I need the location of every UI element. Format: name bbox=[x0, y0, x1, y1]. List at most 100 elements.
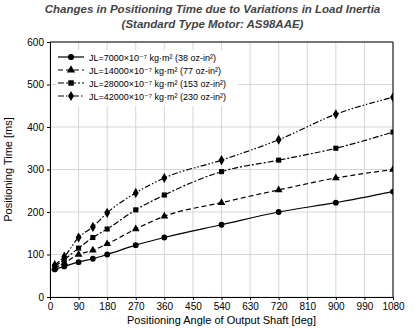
tick: 270 bbox=[128, 297, 145, 312]
tick: 990 bbox=[357, 297, 374, 312]
legend-background bbox=[56, 50, 238, 106]
marker bbox=[90, 256, 96, 262]
subtitle: (Standard Type Motor: AS98AAE) bbox=[122, 18, 304, 30]
tick: 500 bbox=[27, 79, 50, 90]
x-axis: 0 90 180 270 360 450 540 630 720 810 900 990 1080 bbox=[48, 297, 405, 312]
marker bbox=[219, 222, 225, 228]
series-line bbox=[55, 192, 393, 270]
marker bbox=[333, 109, 339, 119]
tick-mark bbox=[164, 297, 165, 300]
tick: 180 bbox=[99, 297, 116, 312]
marker bbox=[390, 130, 393, 135]
marker bbox=[276, 158, 281, 163]
marker bbox=[133, 207, 138, 212]
tick: 100 bbox=[27, 249, 50, 260]
tick-mark bbox=[393, 297, 394, 300]
tick-label: 360 bbox=[156, 301, 173, 312]
tick: 300 bbox=[27, 164, 50, 175]
tick-mark bbox=[47, 42, 50, 43]
marker bbox=[275, 185, 283, 192]
legend: JL=7000×10⁻⁷ kg·m² (38 oz-in²) JL=14000×1… bbox=[56, 50, 238, 106]
y-axis-title: Positioning Time [ms] bbox=[2, 117, 14, 222]
grid-line-x bbox=[278, 42, 279, 297]
tick: 600 bbox=[27, 37, 50, 48]
tick: 90 bbox=[74, 297, 86, 312]
y-axis: 0100200300400500600 bbox=[27, 37, 50, 303]
tick-label: 200 bbox=[27, 207, 44, 218]
tick-label: 900 bbox=[328, 301, 345, 312]
axis-line bbox=[47, 43, 51, 298]
tick-mark bbox=[222, 297, 223, 300]
grid-line-x bbox=[250, 42, 251, 297]
marker bbox=[161, 173, 167, 183]
data-layer bbox=[51, 92, 393, 272]
legend-marker bbox=[68, 80, 73, 85]
tick-mark bbox=[47, 85, 50, 86]
tick: 450 bbox=[185, 297, 202, 312]
marker bbox=[162, 192, 167, 197]
tick-label: 90 bbox=[74, 301, 86, 312]
legend-marker bbox=[67, 65, 75, 72]
marker bbox=[332, 174, 340, 181]
tick-mark bbox=[364, 297, 365, 300]
marker bbox=[218, 198, 226, 205]
marker bbox=[276, 135, 282, 145]
tick-mark bbox=[79, 297, 80, 300]
marker bbox=[104, 252, 110, 258]
grid bbox=[50, 42, 393, 297]
marker bbox=[219, 169, 224, 174]
legend-label: JL=14000×10⁻⁷ kg·m² (77 oz-in²) bbox=[89, 66, 221, 76]
tick-label: 0 bbox=[48, 301, 54, 312]
tick: 0 bbox=[48, 297, 54, 312]
tick-mark bbox=[250, 297, 251, 300]
series-line bbox=[55, 97, 393, 265]
tick-mark bbox=[307, 297, 308, 300]
legend-item: JL=42000×10⁻⁷ kg·m² (230 oz-in²) bbox=[58, 91, 226, 102]
tick-label: 720 bbox=[271, 301, 288, 312]
tick-label: 1080 bbox=[382, 301, 405, 312]
legend-marker bbox=[68, 54, 74, 60]
tick-label: 810 bbox=[299, 301, 316, 312]
tick-label: 270 bbox=[128, 301, 145, 312]
marker bbox=[90, 222, 96, 232]
tick-mark bbox=[47, 212, 50, 213]
marker bbox=[333, 200, 339, 206]
marker bbox=[161, 235, 167, 241]
title: Changes in Positioning Time due to Varia… bbox=[45, 3, 381, 15]
marker bbox=[76, 232, 82, 242]
tick-mark bbox=[47, 297, 50, 298]
tick-label: 300 bbox=[27, 164, 44, 175]
marker bbox=[105, 226, 110, 231]
tick: 200 bbox=[27, 207, 50, 218]
marker bbox=[104, 208, 110, 218]
tick-label: 450 bbox=[185, 301, 202, 312]
marker bbox=[103, 239, 111, 246]
tick-label: 630 bbox=[242, 301, 259, 312]
tick: 630 bbox=[242, 297, 259, 312]
tick-mark bbox=[193, 297, 194, 300]
marker bbox=[133, 188, 139, 198]
legend-label: JL=7000×10⁻⁷ kg·m² (38 oz-in²) bbox=[89, 53, 216, 63]
tick-mark bbox=[107, 297, 108, 300]
tick: 900 bbox=[328, 297, 345, 312]
tick: 0 bbox=[38, 292, 50, 303]
series-line bbox=[55, 132, 393, 266]
legend-item: JL=7000×10⁻⁷ kg·m² (38 oz-in²) bbox=[58, 53, 216, 63]
tick-mark bbox=[47, 170, 50, 171]
frame bbox=[50, 42, 393, 43]
tick-label: 180 bbox=[99, 301, 116, 312]
tick-label: 0 bbox=[38, 292, 44, 303]
tick-label: 500 bbox=[27, 79, 44, 90]
tick: 540 bbox=[214, 297, 231, 312]
tick-mark bbox=[47, 255, 50, 256]
tick-label: 100 bbox=[27, 249, 44, 260]
tick-mark bbox=[279, 297, 280, 300]
marker bbox=[390, 92, 393, 102]
grid-line-x bbox=[335, 42, 336, 297]
marker bbox=[76, 246, 81, 251]
tick: 1080 bbox=[382, 297, 405, 312]
legend-item: JL=14000×10⁻⁷ kg·m² (77 oz-in²) bbox=[58, 65, 221, 75]
x-axis-title: Positioning Angle of Output Shaft [deg] bbox=[127, 314, 316, 326]
legend-marker bbox=[68, 91, 74, 101]
legend-label: JL=28000×10⁻⁷ kg·m² (153 oz-in²) bbox=[89, 79, 226, 89]
